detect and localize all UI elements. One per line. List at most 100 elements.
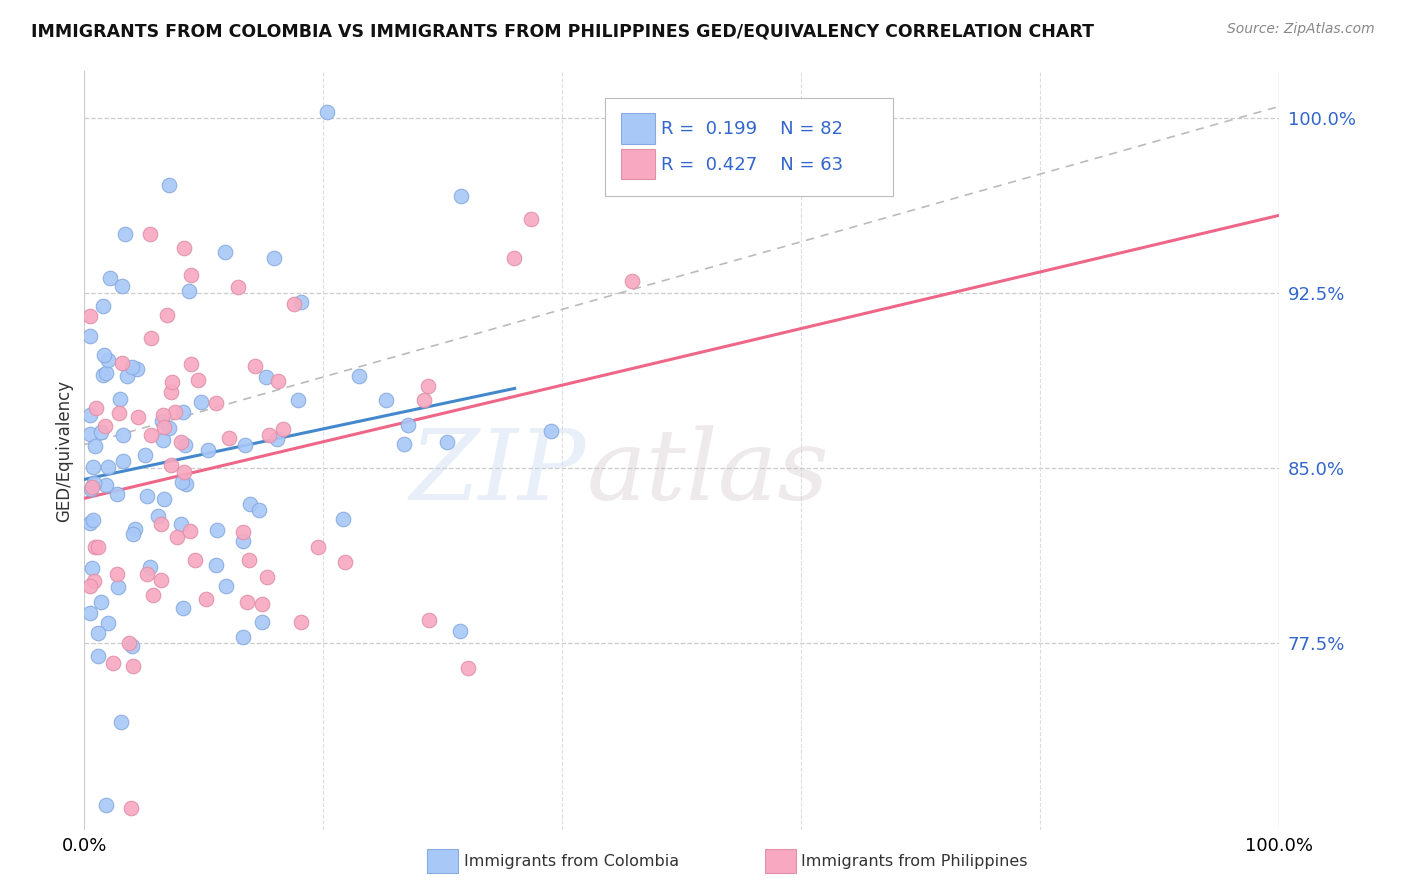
Point — [190, 395, 212, 409]
Point — [141, 331, 163, 345]
Point — [457, 661, 479, 675]
Text: atlas: atlas — [586, 425, 830, 521]
Point — [418, 379, 440, 393]
Point — [80, 482, 103, 496]
Point — [150, 574, 173, 588]
Point — [122, 527, 145, 541]
Point — [94, 366, 117, 380]
Point — [162, 375, 184, 389]
Point — [170, 434, 193, 449]
Point — [121, 360, 143, 375]
Point — [247, 503, 270, 517]
Point — [436, 434, 458, 449]
Point — [250, 597, 273, 611]
Text: Source: ZipAtlas.com: Source: ZipAtlas.com — [1227, 22, 1375, 37]
Point — [540, 424, 562, 438]
Point — [149, 517, 172, 532]
Point — [79, 516, 101, 530]
Point — [187, 373, 209, 387]
Point — [195, 592, 218, 607]
Point — [273, 422, 295, 436]
Point — [82, 513, 104, 527]
Point — [110, 715, 132, 730]
Point — [215, 579, 238, 593]
Point — [266, 432, 288, 446]
Point — [226, 280, 249, 294]
Point — [236, 595, 259, 609]
Point — [450, 188, 472, 202]
Point — [79, 427, 101, 442]
Point — [105, 566, 128, 581]
Point — [84, 401, 107, 415]
Point — [179, 285, 201, 299]
Point — [157, 178, 180, 193]
Point — [91, 368, 114, 382]
Point — [87, 540, 110, 554]
Point — [332, 512, 354, 526]
Point — [152, 408, 174, 422]
Point — [152, 433, 174, 447]
Point — [166, 529, 188, 543]
Point — [121, 639, 143, 653]
Point — [173, 466, 195, 480]
Point — [418, 613, 440, 627]
Point — [174, 477, 197, 491]
Point — [257, 427, 280, 442]
Point — [218, 431, 240, 445]
Text: Immigrants from Philippines: Immigrants from Philippines — [801, 855, 1028, 869]
Point — [84, 540, 107, 554]
Point — [290, 295, 312, 310]
Point — [392, 437, 415, 451]
Text: R =  0.199    N = 82: R = 0.199 N = 82 — [661, 120, 842, 138]
Point — [184, 553, 207, 567]
Point — [89, 425, 111, 440]
Point — [180, 268, 202, 283]
Point — [108, 392, 131, 406]
Point — [139, 427, 162, 442]
Text: IMMIGRANTS FROM COLOMBIA VS IMMIGRANTS FROM PHILIPPINES GED/EQUIVALENCY CORRELAT: IMMIGRANTS FROM COLOMBIA VS IMMIGRANTS F… — [31, 22, 1094, 40]
Text: R =  0.427    N = 63: R = 0.427 N = 63 — [661, 156, 844, 174]
Point — [205, 523, 228, 537]
Point — [127, 409, 149, 424]
Point — [156, 308, 179, 322]
Point — [79, 579, 101, 593]
Point — [205, 558, 228, 572]
Point — [245, 359, 267, 373]
Point — [122, 659, 145, 673]
Point — [79, 409, 101, 423]
Text: ZIP: ZIP — [411, 425, 586, 521]
Point — [86, 626, 108, 640]
Point — [232, 524, 254, 539]
Point — [96, 478, 118, 492]
Point — [347, 369, 370, 384]
Point — [101, 657, 124, 671]
Point — [84, 439, 107, 453]
Point — [307, 540, 329, 554]
Point — [172, 475, 194, 489]
Point — [94, 798, 117, 813]
Point — [93, 348, 115, 362]
Point — [94, 419, 117, 434]
Point — [138, 227, 160, 241]
Point — [413, 392, 436, 407]
Y-axis label: GED/Equivalency: GED/Equivalency — [55, 379, 73, 522]
Point — [233, 438, 256, 452]
Point — [238, 553, 260, 567]
Point — [135, 566, 157, 581]
Point — [214, 245, 236, 260]
Point — [97, 353, 120, 368]
Point — [263, 252, 285, 266]
Point — [160, 458, 183, 473]
Point — [91, 299, 114, 313]
Point — [256, 570, 278, 584]
Point — [83, 574, 105, 589]
Point — [107, 580, 129, 594]
Point — [98, 271, 121, 285]
Point — [120, 801, 142, 815]
Point — [114, 227, 136, 242]
Point — [172, 405, 194, 419]
Point — [134, 448, 156, 462]
Point — [146, 509, 169, 524]
Point — [90, 595, 112, 609]
Point — [115, 369, 138, 384]
